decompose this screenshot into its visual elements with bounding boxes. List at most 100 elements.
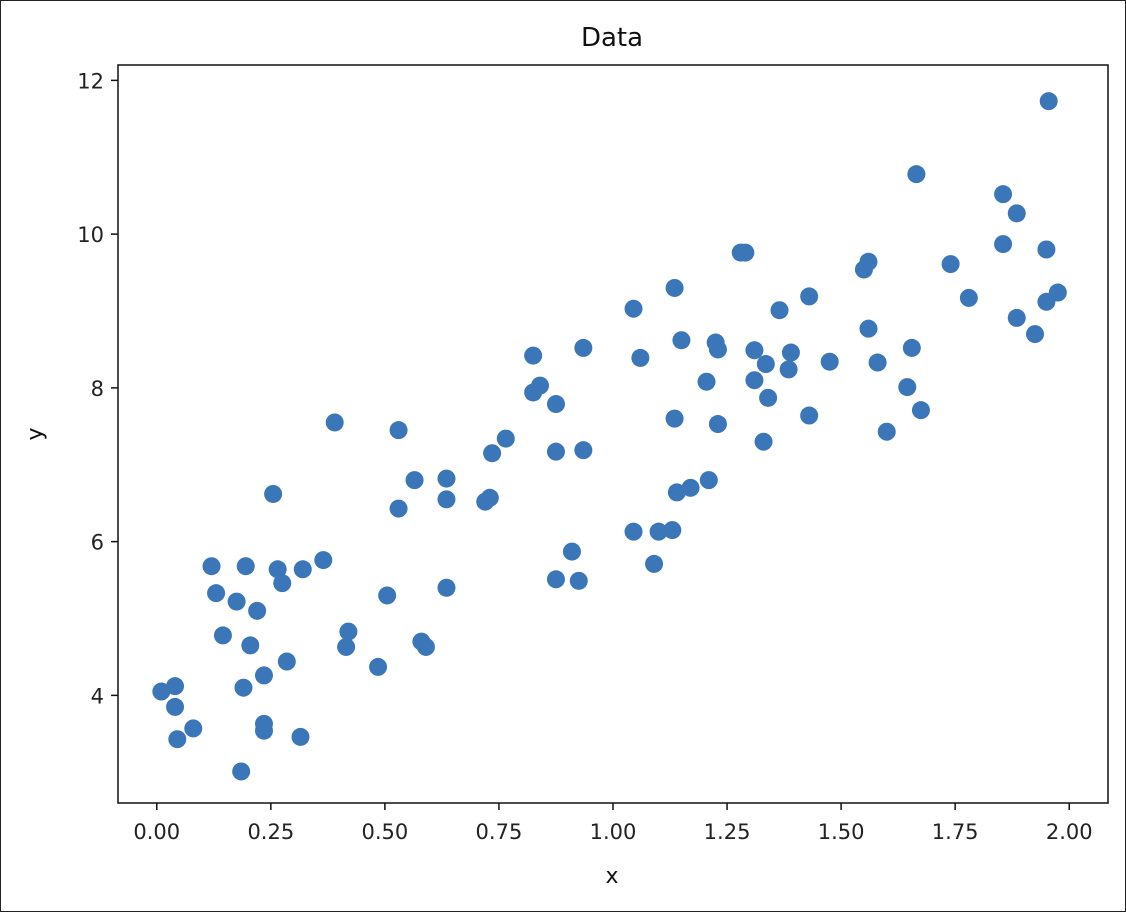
data-point xyxy=(1039,92,1058,111)
data-point xyxy=(437,490,456,509)
y-tick-label: 4 xyxy=(91,684,104,708)
data-point xyxy=(1037,240,1056,259)
y-tick-label: 12 xyxy=(77,69,104,93)
data-point xyxy=(166,677,185,696)
data-point xyxy=(207,584,226,603)
x-tick-label: 1.00 xyxy=(590,820,637,844)
x-tick-label: 1.25 xyxy=(704,820,751,844)
data-point xyxy=(437,578,456,597)
data-point xyxy=(437,469,456,488)
data-point xyxy=(649,522,668,541)
data-point xyxy=(562,542,581,561)
x-tick-label: 2.00 xyxy=(1046,820,1093,844)
data-point xyxy=(574,441,593,460)
data-point xyxy=(1048,283,1067,302)
data-point xyxy=(293,560,312,579)
data-point xyxy=(248,601,267,620)
data-point xyxy=(708,340,727,359)
data-point xyxy=(227,592,246,611)
data-point xyxy=(369,657,388,676)
data-point xyxy=(325,413,344,432)
data-point xyxy=(1007,308,1026,327)
data-point xyxy=(781,343,800,362)
data-point xyxy=(770,301,789,320)
data-point xyxy=(902,338,921,357)
data-point xyxy=(574,338,593,357)
data-point xyxy=(898,378,917,397)
data-point xyxy=(152,682,171,701)
data-point xyxy=(745,371,764,390)
data-point xyxy=(624,299,643,318)
data-point xyxy=(779,360,798,379)
data-point xyxy=(483,444,502,463)
data-point xyxy=(264,484,283,503)
data-point xyxy=(254,721,273,740)
data-point xyxy=(756,355,775,374)
data-points xyxy=(152,92,1067,781)
data-point xyxy=(624,522,643,541)
data-point xyxy=(166,697,185,716)
data-point xyxy=(234,678,253,697)
data-point xyxy=(254,666,273,685)
x-tick-label: 0.50 xyxy=(362,820,409,844)
y-tick-label: 8 xyxy=(91,377,104,401)
data-point xyxy=(1007,204,1026,223)
y-axis: 4 6 8 10 12 xyxy=(77,69,118,708)
data-point xyxy=(184,719,203,738)
chart-title: Data xyxy=(581,23,643,53)
data-point xyxy=(631,348,650,367)
data-point xyxy=(754,432,773,451)
data-point xyxy=(877,422,896,441)
data-point xyxy=(759,388,778,407)
x-tick-label: 1.50 xyxy=(818,820,865,844)
data-point xyxy=(736,243,755,262)
data-point xyxy=(168,730,187,749)
data-point xyxy=(800,287,819,306)
data-point xyxy=(480,488,499,507)
data-point xyxy=(1026,325,1045,344)
data-point xyxy=(273,574,292,593)
data-point xyxy=(546,395,565,414)
data-point xyxy=(531,376,550,395)
data-point xyxy=(314,551,333,570)
x-tick-label: 0.25 xyxy=(247,820,294,844)
data-point xyxy=(339,622,358,641)
x-tick-label: 0.00 xyxy=(133,820,180,844)
data-point xyxy=(405,471,424,490)
data-point xyxy=(959,288,978,307)
data-point xyxy=(708,415,727,434)
data-point xyxy=(663,521,682,540)
data-point xyxy=(667,483,686,502)
data-point xyxy=(236,557,255,576)
data-point xyxy=(645,554,664,573)
data-point xyxy=(524,346,543,365)
data-point xyxy=(213,626,232,645)
plot-area-border xyxy=(117,64,1109,804)
data-point xyxy=(994,235,1013,254)
x-tick-label: 1.75 xyxy=(932,820,979,844)
data-point xyxy=(202,557,221,576)
data-point xyxy=(378,586,397,605)
data-point xyxy=(859,252,878,271)
data-point xyxy=(268,560,287,579)
data-point xyxy=(291,727,310,746)
data-point xyxy=(496,429,515,448)
data-point xyxy=(389,499,408,518)
data-point xyxy=(745,341,764,360)
data-point xyxy=(389,421,408,440)
data-point xyxy=(868,353,887,372)
data-point xyxy=(416,637,435,656)
data-point xyxy=(699,471,718,490)
y-axis-label: y xyxy=(23,427,48,440)
y-tick-label: 10 xyxy=(77,223,104,247)
data-point xyxy=(941,255,960,274)
data-point xyxy=(232,762,251,781)
data-point xyxy=(277,652,296,671)
data-point xyxy=(994,185,1013,204)
data-point xyxy=(697,372,716,391)
x-axis-label: x xyxy=(605,864,618,889)
data-point xyxy=(665,278,684,297)
data-point xyxy=(672,331,691,350)
data-point xyxy=(907,165,926,184)
